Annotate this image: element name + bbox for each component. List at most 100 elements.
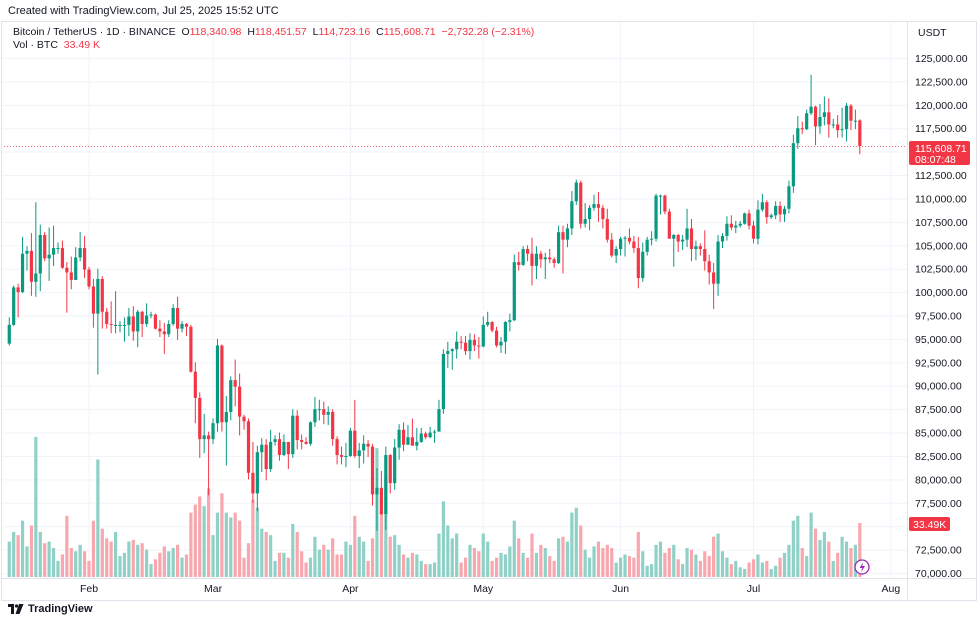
candle-body (840, 129, 844, 131)
candle-body (813, 106, 818, 127)
candle (339, 446, 344, 465)
volume-bar (308, 557, 313, 577)
candle (552, 257, 556, 268)
candle (211, 418, 215, 444)
volume-bar (570, 512, 574, 577)
volume-bar (78, 544, 82, 577)
currency-label: USDT (918, 27, 947, 39)
candle (171, 304, 175, 326)
candle (353, 399, 357, 458)
volume-bar (202, 506, 206, 577)
candle (760, 193, 764, 212)
volume-bar (300, 551, 304, 577)
candle-body (202, 435, 206, 440)
change-value: −2,732.28 (−2.31%) (441, 26, 535, 38)
candle (849, 103, 853, 131)
volume-bar (840, 536, 844, 577)
candle-body (517, 262, 521, 265)
lightning-icon[interactable] (854, 559, 870, 575)
candle-body (707, 261, 711, 273)
volume-bar (481, 533, 485, 577)
volume-bar (499, 552, 503, 577)
volume-bar (729, 564, 733, 577)
candle-body (849, 105, 853, 121)
grid-lines (2, 22, 907, 578)
candle (858, 119, 862, 155)
candle-body (455, 341, 459, 350)
candle (774, 201, 778, 220)
candle (446, 341, 450, 368)
candle-body (521, 249, 525, 265)
volume-bar (419, 560, 423, 577)
candle-body (712, 272, 716, 284)
candle-body (552, 259, 556, 264)
volume-bar (565, 541, 570, 577)
volume-bar (366, 560, 370, 577)
candle (167, 320, 171, 338)
candle-body (459, 341, 463, 343)
candle-body (16, 287, 20, 293)
candle (844, 102, 849, 142)
low-label: L (312, 26, 319, 38)
candle-body (238, 386, 242, 417)
candle-body (339, 455, 344, 457)
volume-bar (43, 543, 47, 577)
created-with-caption: Created with TradingView.com, Jul 25, 20… (8, 5, 279, 17)
volume-bar (357, 536, 361, 577)
candle-body (503, 322, 508, 342)
candle (587, 205, 592, 231)
candle-body (167, 323, 171, 335)
candle (650, 231, 654, 246)
volume-bar (658, 541, 663, 577)
last-price-label: 115,608.71 08:07:48 (909, 140, 970, 166)
candle-body (295, 415, 299, 441)
volume-label: Vol · BTC (13, 39, 58, 51)
candle-body (472, 339, 477, 346)
candle (809, 74, 813, 116)
volume-bar (38, 531, 42, 577)
candle (787, 180, 791, 214)
candle (481, 316, 485, 348)
volume-legend[interactable]: Vol · BTC 33.49 K (13, 39, 100, 51)
candle (556, 225, 561, 265)
volume-bar (313, 536, 317, 577)
candle (242, 414, 246, 430)
candle (605, 208, 609, 243)
candle (827, 98, 831, 138)
volume-bar (109, 541, 113, 577)
candle-body (561, 232, 565, 240)
candle (619, 236, 623, 256)
time-axis[interactable]: Feb Mar Apr May Jun Jul Aug (80, 583, 900, 595)
candle (836, 115, 840, 138)
candle (751, 220, 756, 244)
candle-body (601, 207, 605, 220)
volume-bar (153, 559, 158, 577)
candle (623, 235, 627, 257)
candle (534, 246, 539, 279)
volume-bar (193, 504, 197, 577)
candle (437, 399, 441, 432)
candle-body (246, 421, 251, 473)
candle-body (127, 316, 131, 325)
candle-body (729, 223, 733, 228)
symbol-legend[interactable]: Bitcoin / TetherUS · 1D · BINANCE O118,3… (13, 26, 534, 38)
candle-body (805, 113, 809, 130)
volume-bar (34, 436, 38, 577)
candle-body (29, 250, 34, 282)
candle (729, 215, 733, 231)
candle (144, 303, 149, 327)
candle-body (486, 322, 490, 325)
candle (499, 337, 503, 353)
candle (87, 266, 91, 290)
price-axis[interactable]: 125,000.00 122,500.00 120,000.00 117,500.00… (915, 53, 968, 580)
y-tick-label: 100,000.00 (915, 287, 968, 299)
candle (813, 105, 818, 146)
candle-body (796, 128, 800, 144)
y-tick-label: 90,000.00 (915, 381, 962, 393)
candle-body (494, 330, 499, 346)
candle-body (579, 182, 583, 224)
volume-bar (348, 544, 352, 577)
volume-bar (122, 552, 127, 577)
volume-bar (743, 568, 747, 577)
